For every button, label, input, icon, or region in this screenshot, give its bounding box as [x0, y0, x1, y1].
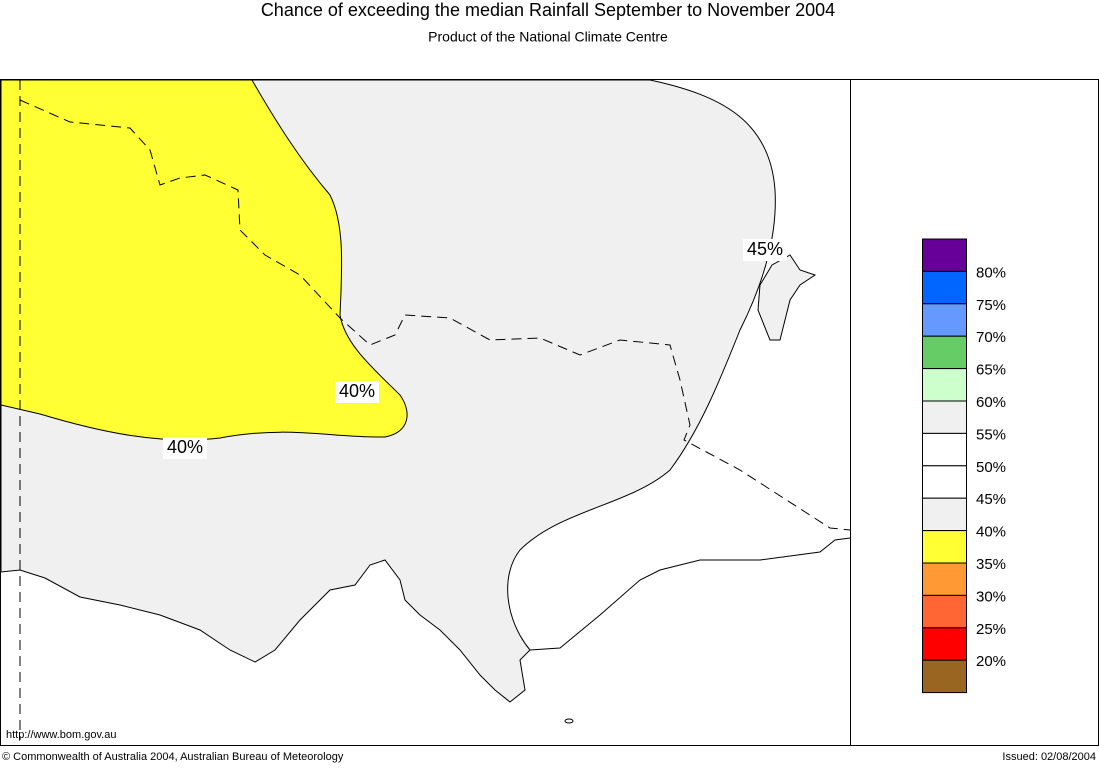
legend-label: 30%	[976, 588, 1006, 605]
legend-label: 20%	[976, 653, 1006, 670]
legend-label: 80%	[976, 264, 1006, 281]
legend-label: 75%	[976, 297, 1006, 314]
legend-swatch	[922, 400, 967, 434]
legend-swatch	[922, 659, 967, 694]
legend-swatch	[922, 562, 967, 596]
legend-label: 25%	[976, 621, 1006, 638]
legend-label: 60%	[976, 394, 1006, 411]
title: Chance of exceeding the median Rainfall …	[261, 0, 835, 20]
legend-swatch	[922, 497, 967, 532]
contour-label-bg	[743, 239, 787, 261]
legend-label: 70%	[976, 329, 1006, 346]
legend-swatch	[922, 303, 967, 337]
legend-label: 35%	[976, 556, 1006, 573]
legend-swatch	[922, 270, 967, 305]
islet	[564, 718, 574, 724]
contour-label-bg	[335, 381, 379, 403]
contour-label: 45%	[747, 239, 783, 259]
legend-swatch	[922, 465, 967, 499]
map	[0, 79, 851, 746]
legend-label: 40%	[976, 524, 1006, 541]
issued: Issued: 02/08/2004	[1002, 751, 1096, 763]
copyright: © Commonwealth of Australia 2004, Austra…	[2, 751, 344, 763]
legend-swatch	[922, 432, 967, 467]
contour-label: 40%	[167, 437, 203, 457]
contour-label-bg	[163, 437, 207, 459]
coastline	[529, 537, 851, 651]
legend-swatch	[922, 530, 967, 564]
legend-label: 55%	[976, 426, 1006, 443]
subtitle: Product of the National Climate Centre	[428, 29, 668, 45]
legend-label: 50%	[976, 459, 1006, 476]
island	[757, 254, 817, 341]
legend-panel: 80% 75% 70% 65% 60% 55% 50% 45% 40% 35% 30% 25% 20%	[850, 79, 1099, 746]
legend-swatch	[922, 368, 967, 402]
url: http://www.bom.gov.au	[6, 729, 116, 741]
legend-frame	[850, 79, 1099, 746]
legend-swatch	[922, 335, 967, 370]
legend-swatch	[922, 238, 967, 272]
legend-swatch	[922, 627, 967, 661]
contour-label: 40%	[339, 381, 375, 401]
state-border	[19, 80, 851, 740]
legend-label: 65%	[976, 362, 1006, 379]
legend-swatch	[922, 594, 967, 629]
legend-label: 45%	[976, 491, 1006, 508]
